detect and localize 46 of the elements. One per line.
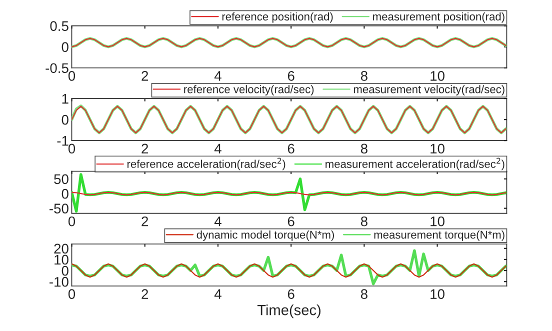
legend-label: reference acceleration(rad/sec$^{2}$) — [127, 158, 286, 170]
x-tick-label: 4 — [214, 71, 222, 81]
x-tick-label: 4 — [214, 289, 222, 299]
y-tick-label: 0 — [62, 114, 68, 125]
legend-label: measurement position(rad) — [373, 12, 504, 23]
x-axis-title: Time(sec) — [257, 304, 320, 318]
x-tick-label: 10 — [430, 144, 444, 154]
x-tick-label: 6 — [288, 216, 294, 226]
x-tick-label: 0 — [68, 216, 76, 226]
y-tick-label: 20 — [54, 244, 68, 254]
x-tick-label: 6 — [288, 289, 294, 299]
y-tick-label: 50 — [54, 174, 68, 184]
x-tick-label: 8 — [360, 71, 368, 81]
x-tick-label: 8 — [360, 144, 368, 154]
legend-label: reference position(rad) — [222, 12, 333, 23]
y-tick-label: 0 — [62, 42, 68, 52]
x-tick-label: 0 — [68, 289, 76, 299]
x-tick-label: 4 — [214, 144, 222, 154]
x-tick-label: 8 — [360, 289, 368, 299]
legend-label: dynamic model torque(N*m) — [196, 230, 334, 241]
y-tick-label: 0 — [62, 266, 68, 276]
y-tick-label: -1 — [57, 136, 68, 146]
x-tick-label: 0 — [68, 144, 76, 154]
x-tick-label: 2 — [142, 216, 148, 226]
legend-label: measurement acceleration(rad/sec$^{2}$) — [326, 158, 504, 170]
x-tick-label: 6 — [288, 71, 294, 81]
x-tick-label: 10 — [430, 216, 444, 226]
x-tick-label: 8 — [360, 216, 368, 226]
x-tick-label: 2 — [142, 144, 148, 154]
x-tick-label: 10 — [430, 71, 444, 81]
x-tick-label: 2 — [142, 289, 148, 299]
y-tick-label: -10 — [50, 276, 68, 287]
legend-label: measurement velocity(rad/sec) — [354, 85, 504, 96]
x-tick-label: 6 — [288, 144, 294, 154]
x-tick-label: 2 — [142, 71, 148, 81]
y-tick-label: 1 — [62, 94, 68, 104]
y-tick-label: 0.5 — [50, 21, 68, 31]
y-tick-label: 10 — [54, 254, 68, 265]
x-tick-label: 4 — [214, 216, 222, 226]
y-tick-label: -50 — [50, 204, 68, 214]
legend-label: reference velocity(rad/sec) — [184, 85, 314, 96]
legend-label: measurement torque(N*m) — [374, 230, 504, 241]
x-tick-label: 0 — [68, 71, 76, 81]
y-tick-label: 0 — [62, 188, 68, 199]
x-tick-label: 10 — [430, 289, 444, 299]
y-tick-label: -0.5 — [46, 63, 68, 74]
